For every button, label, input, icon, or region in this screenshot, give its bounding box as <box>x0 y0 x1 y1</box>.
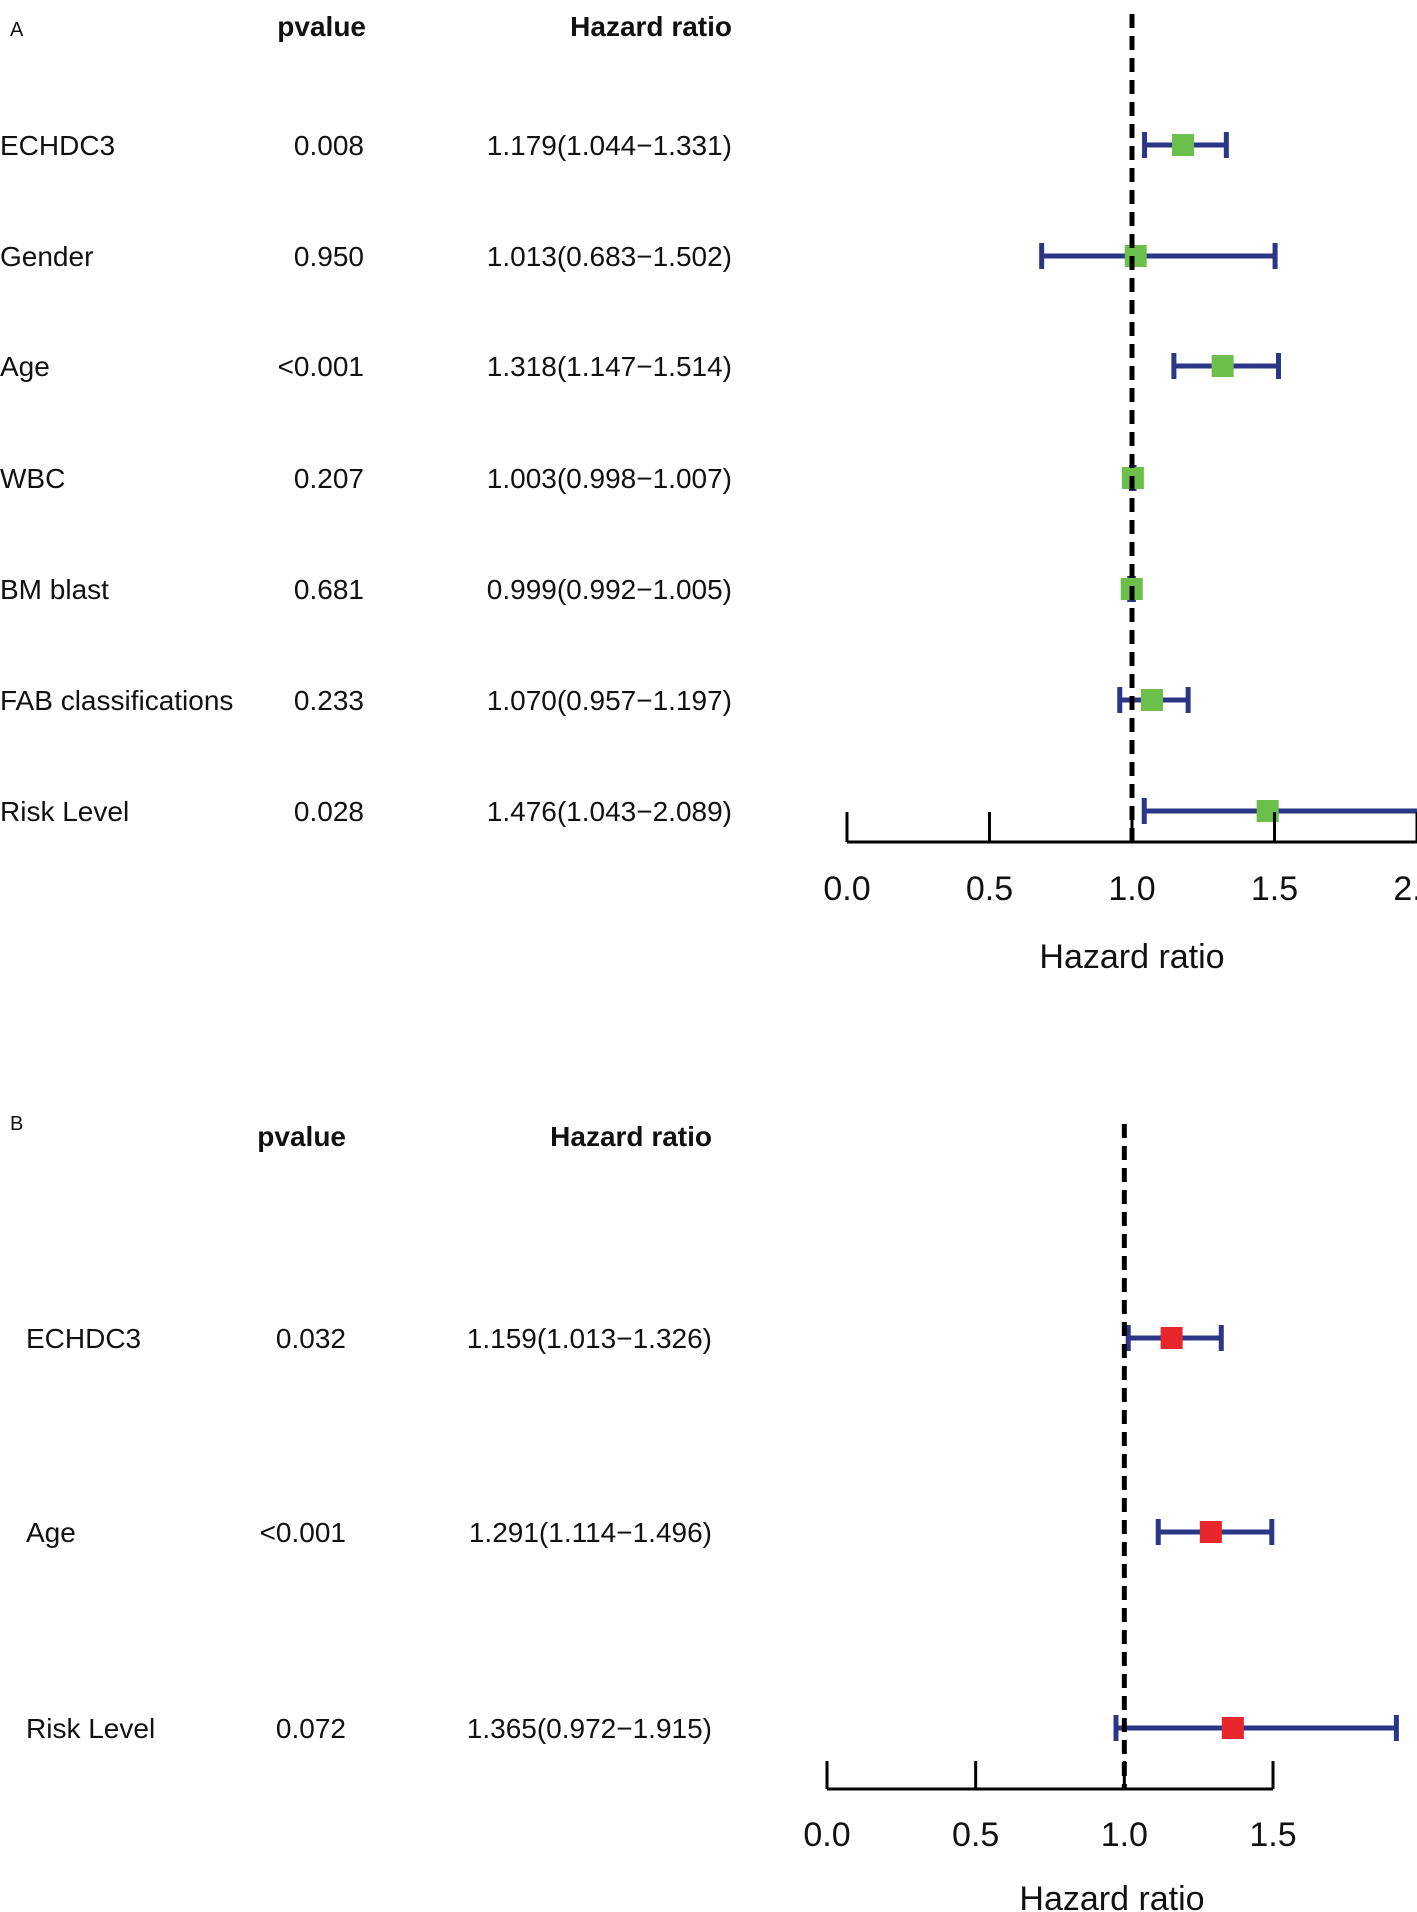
hazard-ratio-marker <box>1160 1327 1183 1349</box>
hazard-ratio-marker <box>1172 134 1195 156</box>
hazard-ratio-cell: 1.003(0.998−1.007) <box>487 463 732 494</box>
variable-label: ECHDC3 <box>0 130 115 161</box>
hazard-ratio-cell: 1.476(1.043−2.089) <box>487 796 732 827</box>
variable-label: WBC <box>0 463 65 494</box>
variable-label: BM blast <box>0 574 109 605</box>
hazard-ratio-marker <box>1211 355 1234 377</box>
hazard-ratio-marker <box>1221 1717 1244 1739</box>
pvalue-cell: 0.233 <box>294 685 364 716</box>
variable-label: Age <box>26 1517 76 1548</box>
pvalue-header: pvalue <box>277 11 366 42</box>
pvalue-cell: 0.681 <box>294 574 364 605</box>
x-tick-label: 0.0 <box>823 870 870 908</box>
hazard-ratio-cell: 0.999(0.992−1.005) <box>487 574 732 605</box>
panel-letter: A <box>10 19 24 41</box>
hazard-ratio-cell: 1.318(1.147−1.514) <box>487 351 732 382</box>
hazard-ratio-cell: 1.291(1.114−1.496) <box>469 1517 712 1548</box>
hazard-ratio-cell: 1.070(0.957−1.197) <box>487 685 732 716</box>
pvalue-header: pvalue <box>257 1121 346 1152</box>
hazard-ratio-cell: 1.013(0.683−1.502) <box>487 241 732 272</box>
pvalue-cell: <0.001 <box>260 1517 346 1548</box>
pvalue-cell: 0.032 <box>276 1323 346 1354</box>
x-tick-label: 0.5 <box>952 1816 999 1854</box>
hazard-ratio-cell: 1.179(1.044−1.331) <box>487 130 732 161</box>
hazard-ratio-marker <box>1124 245 1147 267</box>
hazard-ratio-marker <box>1199 1521 1222 1543</box>
x-axis-title: Hazard ratio <box>1019 1880 1204 1912</box>
pvalue-cell: 0.008 <box>294 130 364 161</box>
plot-area: 0.0 0.5 1.0 1.5 2.0 Hazard ratio <box>823 14 1417 976</box>
variable-label: ECHDC3 <box>26 1323 141 1354</box>
x-tick-label: 1.5 <box>1251 870 1298 908</box>
pvalue-cell: 0.950 <box>294 241 364 272</box>
x-tick-label: 1.0 <box>1108 870 1155 908</box>
hazard-ratio-cell: 1.159(1.013−1.326) <box>467 1323 712 1354</box>
x-tick-label: 2.0 <box>1393 870 1417 908</box>
x-tick-label: 0.0 <box>803 1816 850 1854</box>
pvalue-cell: 0.072 <box>276 1713 346 1744</box>
x-axis-title: Hazard ratio <box>1039 938 1224 976</box>
variable-label: FAB classifications <box>0 685 233 716</box>
x-tick-label: 1.0 <box>1101 1816 1148 1854</box>
variable-label: Risk Level <box>26 1713 155 1744</box>
hazard-ratio-marker <box>1140 689 1163 711</box>
hazard-ratio-header: Hazard ratio <box>570 11 732 42</box>
pvalue-cell: 0.207 <box>294 463 364 494</box>
variable-label: Risk Level <box>0 796 129 827</box>
x-tick-label: 1.5 <box>1249 1816 1296 1854</box>
pvalue-cell: 0.028 <box>294 796 364 827</box>
hazard-ratio-header: Hazard ratio <box>550 1121 712 1152</box>
panel-letter: B <box>10 1113 23 1135</box>
pvalue-cell: <0.001 <box>278 351 364 382</box>
variable-label: Age <box>0 351 50 382</box>
variable-label: Gender <box>0 241 93 272</box>
hazard-ratio-cell: 1.365(0.972−1.915) <box>467 1713 712 1744</box>
plot-area: 0.0 0.5 1.0 1.5 Hazard ratio <box>803 1124 1399 1912</box>
x-tick-label: 0.5 <box>966 870 1013 908</box>
